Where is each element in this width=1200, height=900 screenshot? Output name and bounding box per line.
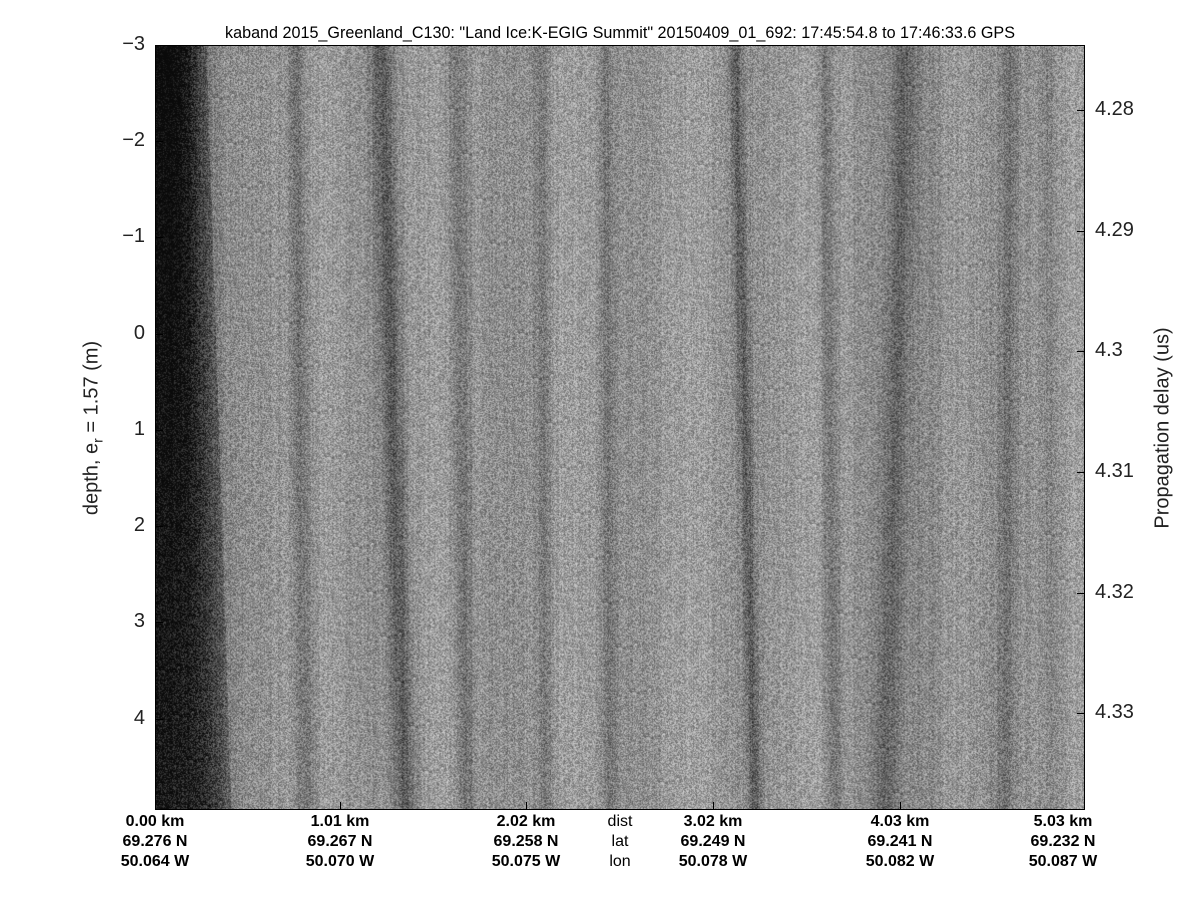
y-tick-label-left: 1 bbox=[133, 417, 145, 440]
y-tick-mark-left bbox=[155, 141, 163, 143]
y-tick-mark-right bbox=[1077, 230, 1085, 232]
x-tick-label-lon: 50.070 W bbox=[305, 853, 375, 870]
x-tick-label-lon: 50.078 W bbox=[678, 853, 748, 870]
echogram-image bbox=[156, 46, 1084, 809]
y-axis-label-left: depth, er = 1.57 (m) bbox=[81, 341, 106, 515]
y-tick-mark-right bbox=[1077, 110, 1085, 112]
x-tick-label-dist: 5.03 km bbox=[1033, 813, 1093, 830]
echogram-plot-area bbox=[155, 45, 1085, 810]
x-tick-label-lat: 69.232 N bbox=[1030, 833, 1096, 850]
y-tick-label-left: −3 bbox=[122, 33, 145, 55]
x-tick-label-lon: 50.075 W bbox=[491, 853, 561, 870]
y-tick-label-left: 4 bbox=[133, 706, 145, 729]
y-tick-mark-right bbox=[1077, 713, 1085, 715]
x-tick-mark bbox=[526, 802, 527, 810]
chart-title: kaband 2015_Greenland_C130: "Land Ice:K-… bbox=[225, 23, 1015, 42]
y-label-subscript: r bbox=[89, 438, 106, 443]
x-tick-label-dist: 3.02 km bbox=[683, 813, 743, 830]
y-label-suffix: = 1.57 (m) bbox=[80, 340, 103, 439]
y-tick-label-right: 4.32 bbox=[1095, 580, 1134, 603]
x-tick-label-dist: 1.01 km bbox=[310, 813, 370, 830]
y-tick-label-left: 0 bbox=[133, 321, 145, 344]
x-tick-label-lat: 69.249 N bbox=[680, 833, 746, 850]
x-tick-mark bbox=[340, 802, 341, 810]
x-tick-label-lon: 50.082 W bbox=[865, 853, 935, 870]
x-tick-label-lat: 69.267 N bbox=[307, 833, 373, 850]
y-tick-mark-left bbox=[155, 333, 163, 335]
y-tick-label-left: −1 bbox=[122, 225, 145, 248]
y-tick-label-right: 4.29 bbox=[1095, 218, 1134, 241]
y-tick-mark-left bbox=[155, 718, 163, 720]
y-tick-mark-left bbox=[155, 45, 163, 46]
y-tick-mark-right bbox=[1077, 351, 1085, 353]
y-tick-mark-right bbox=[1077, 472, 1085, 474]
x-tick-label-dist: 4.03 km bbox=[870, 813, 930, 830]
y-axis-label-right: Propagation delay (us) bbox=[1151, 327, 1174, 529]
x-tick-label-lat: 69.276 N bbox=[122, 833, 188, 850]
y-tick-mark-left bbox=[155, 526, 163, 528]
x-row-label-lat: lat bbox=[611, 833, 629, 850]
x-tick-mark bbox=[713, 802, 714, 810]
x-tick-label-lat: 69.241 N bbox=[867, 833, 933, 850]
x-tick-label-lon: 50.087 W bbox=[1028, 853, 1098, 870]
y-label-text: depth, e bbox=[80, 442, 103, 516]
y-tick-label-left: −2 bbox=[122, 129, 145, 152]
y-tick-mark-left bbox=[155, 622, 163, 624]
y-tick-label-right: 4.3 bbox=[1095, 339, 1123, 362]
x-tick-label-dist: 2.02 km bbox=[496, 813, 556, 830]
y-tick-label-left: 3 bbox=[133, 610, 145, 633]
y-tick-label-right: 4.31 bbox=[1095, 460, 1134, 483]
x-tick-label-dist: 0.00 km bbox=[125, 813, 185, 830]
y-tick-mark-left bbox=[155, 429, 163, 431]
y-tick-label-right: 4.28 bbox=[1095, 98, 1134, 121]
x-tick-label-lat: 69.258 N bbox=[493, 833, 559, 850]
x-tick-label-lon: 50.064 W bbox=[120, 853, 190, 870]
y-tick-label-right: 4.33 bbox=[1095, 701, 1134, 724]
y-tick-mark-left bbox=[155, 237, 163, 239]
x-tick-mark bbox=[900, 802, 901, 810]
x-row-label-lon: lon bbox=[609, 853, 631, 870]
x-row-label-dist: dist bbox=[607, 813, 633, 830]
y-tick-mark-right bbox=[1077, 592, 1085, 594]
y-tick-label-left: 2 bbox=[133, 514, 145, 537]
